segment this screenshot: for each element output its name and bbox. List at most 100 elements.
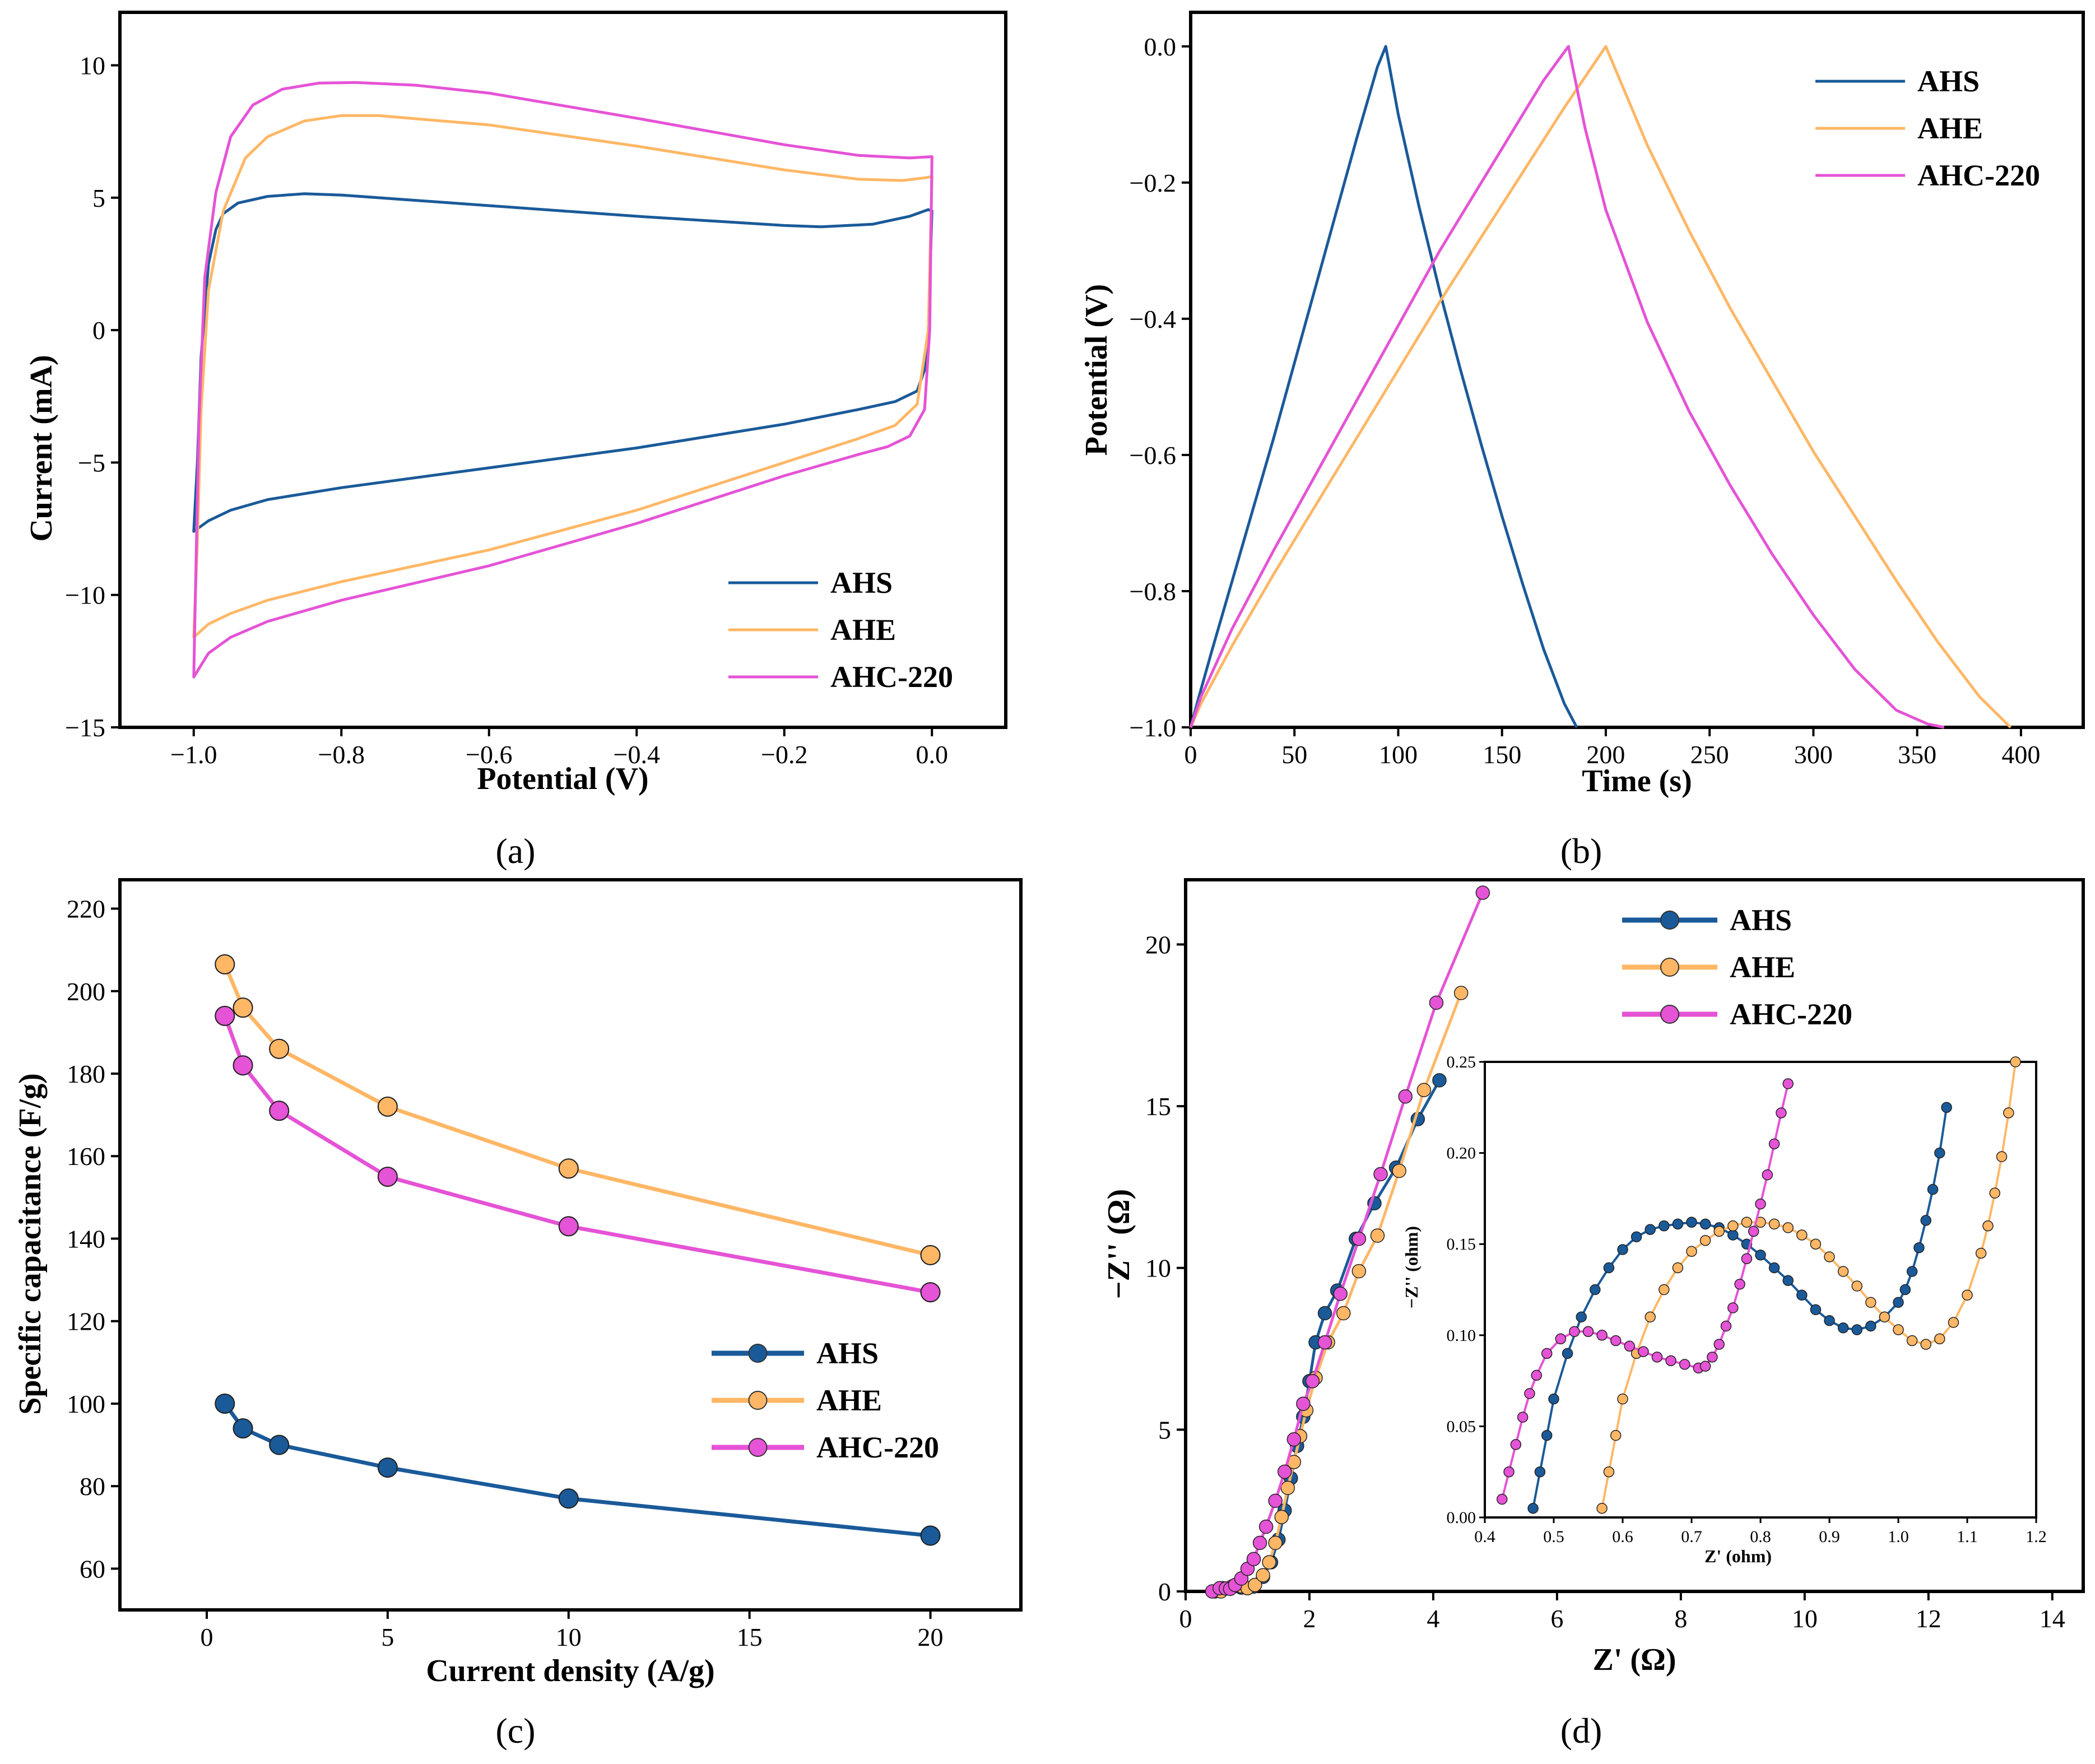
x-tick-label: 15: [737, 1623, 763, 1651]
y-tick-label: 160: [67, 1142, 105, 1171]
inset-data-point-ahs: [1913, 1242, 1925, 1254]
x-tick-label: −0.2: [761, 740, 807, 769]
data-point-ahc-220: [1296, 1396, 1311, 1411]
inset-data-point-ahe: [1672, 1262, 1684, 1274]
y-tick-label: 10: [80, 52, 105, 80]
x-tick-label: 6: [1550, 1604, 1563, 1633]
inset-data-point-ahs: [1796, 1289, 1808, 1301]
data-point-ahe: [1336, 1306, 1351, 1321]
x-tick-label: 12: [1916, 1604, 1941, 1633]
data-point-ahe: [1262, 1555, 1276, 1570]
inset-data-point-ahc-220: [1782, 1078, 1794, 1089]
inset-data-point-ahs: [1906, 1266, 1918, 1277]
inset-x-tick-label: 0.4: [1474, 1528, 1495, 1546]
inset-data-point-ahe: [1610, 1429, 1622, 1441]
x-tick-label: 400: [2001, 740, 2040, 769]
inset-x-tick-label: 0.8: [1750, 1528, 1771, 1546]
inset-data-point-ahc-220: [1531, 1370, 1542, 1381]
inset-data-point-ahe: [1989, 1187, 2000, 1199]
inset-data-point-ahe: [1906, 1335, 1918, 1347]
data-point-ahc-220: [377, 1166, 398, 1187]
inset-data-point-ahe: [1686, 1246, 1697, 1257]
data-point-ahc-220: [1317, 1335, 1332, 1350]
legend-marker-ahc-220: [1660, 1005, 1679, 1024]
inset-data-point-ahe: [2003, 1107, 2014, 1118]
legend-label-ahs: AHS: [1917, 64, 1980, 98]
x-tick-label: 0: [1179, 1604, 1192, 1633]
data-point-ahc-220: [1333, 1287, 1348, 1301]
gcd-curve-ahs: [1189, 45, 1578, 728]
y-tick-label: 220: [67, 895, 105, 923]
data-point-ahs: [215, 1393, 235, 1414]
inset-data-point-ahe: [1934, 1333, 1945, 1345]
inset-data-point-ahe: [1810, 1238, 1822, 1250]
inset-data-point-ahs: [1920, 1215, 1931, 1226]
panel-c-rate-capability: 0 5 10 15 20 60 80 100 120 140 160 180 200 220 Current…: [13, 878, 1023, 1751]
data-point-ahe: [377, 1096, 398, 1117]
x-tick-label: 300: [1794, 740, 1833, 769]
legend-label-ahs: AHS: [816, 1336, 879, 1370]
inset-data-point-ahe: [1782, 1222, 1794, 1233]
plot-frame-a: [118, 11, 1007, 729]
data-point-ahe: [1256, 1568, 1270, 1582]
x-tick-label: 250: [1690, 740, 1729, 769]
legend-label-ahs: AHS: [1730, 903, 1792, 937]
x-tick-label: 8: [1674, 1604, 1687, 1633]
inset-y-tick-label: 0.05: [1447, 1417, 1476, 1436]
legend-label-ahe: AHE: [830, 613, 896, 647]
inset-x-tick-label: 0.6: [1612, 1528, 1633, 1546]
legend-label-ahe: AHE: [1730, 950, 1795, 984]
inset-data-point-ahe: [1837, 1266, 1849, 1277]
data-point-ahs: [377, 1457, 398, 1478]
legend-label-ahe: AHE: [1917, 112, 1983, 145]
x-axis-title: Current density (A/g): [426, 1654, 714, 1688]
data-point-ahe: [558, 1158, 579, 1179]
data-point-ahe: [1370, 1228, 1385, 1243]
y-tick-label: 180: [67, 1060, 105, 1088]
inset-data-point-ahs: [1755, 1249, 1766, 1261]
data-point-ahc-220: [215, 1005, 235, 1026]
data-point-ahe: [1392, 1163, 1406, 1178]
legend-marker-ahe: [748, 1391, 768, 1410]
y-tick-label: 60: [80, 1554, 105, 1583]
inset-data-point-ahs: [1562, 1348, 1573, 1359]
panel-a-cv-curves: −1.0 −0.8 −0.6 −0.4 −0.2 0.0 −15 −10 −5 0 5 10 Poten…: [24, 11, 1007, 871]
data-point-ahc-220: [1268, 1493, 1283, 1508]
inset-data-point-ahs: [1927, 1183, 1939, 1195]
cv-curve-ahc-220: [192, 81, 933, 679]
data-point-ahc-220: [1398, 1089, 1413, 1104]
inset-x-tick-label: 1.0: [1888, 1528, 1909, 1546]
y-tick-label: 10: [1145, 1254, 1171, 1283]
inset-data-point-ahs: [1768, 1262, 1780, 1274]
inset-data-point-ahe: [1893, 1324, 1904, 1335]
x-tick-label: 0: [1184, 740, 1197, 769]
panel-label: (a): [495, 831, 535, 871]
inset-data-point-ahs: [1527, 1502, 1539, 1514]
data-point-ahe: [1268, 1535, 1283, 1551]
data-point-ahs: [558, 1488, 579, 1509]
y-tick-label: −0.8: [1130, 577, 1176, 606]
data-point-ahe: [1416, 1083, 1432, 1097]
inset-data-point-ahc-220: [1713, 1339, 1725, 1350]
data-point-ahc-220: [1373, 1167, 1388, 1182]
inset-data-point-ahs: [1699, 1218, 1711, 1230]
inset-data-point-ahc-220: [1541, 1348, 1553, 1359]
inset-data-point-ahe: [1865, 1297, 1876, 1308]
y-axis-title: Current (mA): [24, 355, 59, 541]
inset-y-tick-label: 0.00: [1447, 1508, 1476, 1527]
y-axis-title: Potential (V): [1079, 284, 1114, 456]
inset-data-point-ahc-220: [1569, 1326, 1580, 1338]
inset-data-point-ahs: [1672, 1218, 1684, 1230]
inset-data-point-ahs: [1617, 1244, 1628, 1255]
inset-data-point-ahe: [1879, 1311, 1890, 1323]
x-axis-title: Z' (Ω): [1592, 1642, 1676, 1677]
plot-frame-d: [1184, 878, 2085, 1593]
inset-y-tick-label: 0.20: [1447, 1144, 1476, 1163]
data-point-ahs: [233, 1418, 253, 1439]
data-point-ahc-220: [1351, 1232, 1367, 1246]
inset-data-point-ahe: [1851, 1280, 1862, 1292]
x-tick-label: 200: [1586, 740, 1625, 769]
inset-data-point-ahc-220: [1699, 1361, 1711, 1372]
data-point-ahe: [1247, 1577, 1262, 1593]
